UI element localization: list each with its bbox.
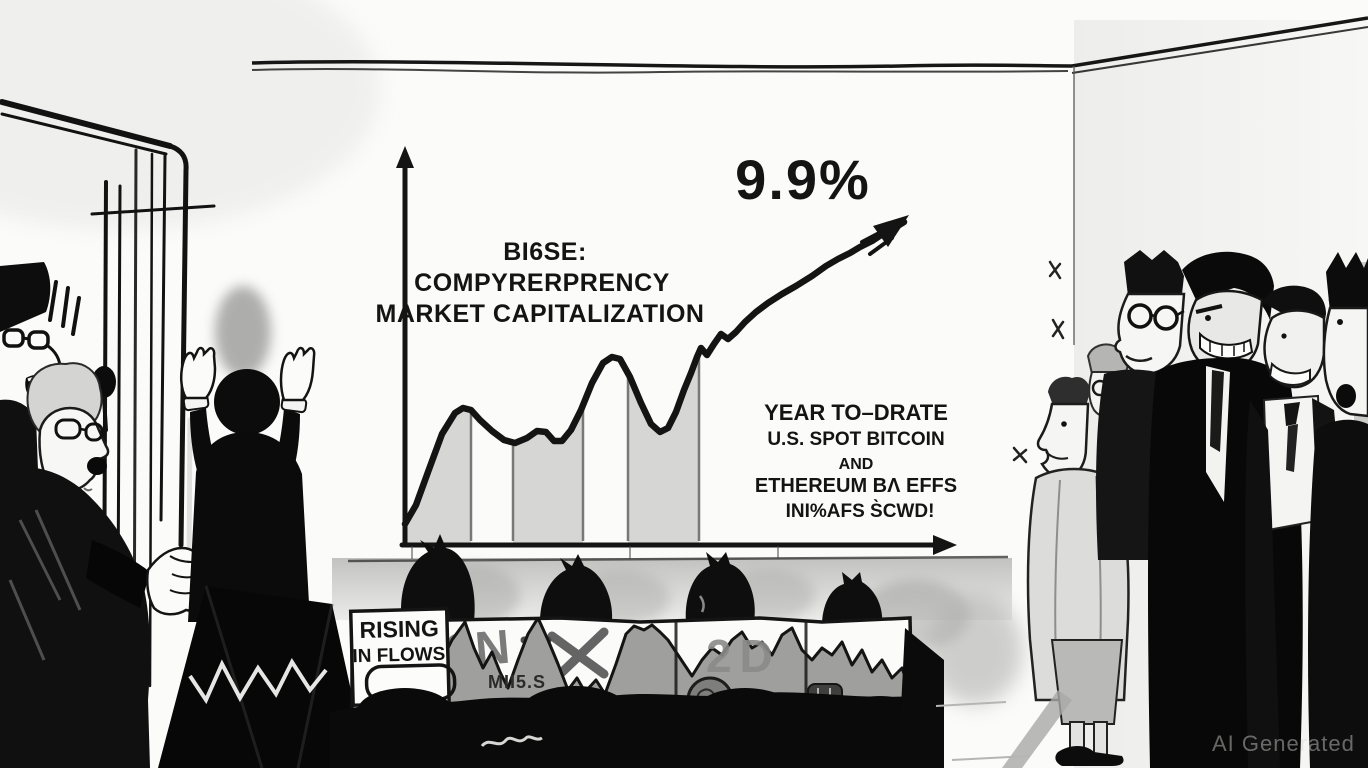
podium-zigzag-chart [188, 657, 328, 705]
wall-shading [0, 0, 380, 230]
ceiling-diagonal-2 [1071, 26, 1368, 74]
white-squiggle [480, 735, 543, 748]
hair [1124, 250, 1184, 296]
left-onlookers [0, 262, 206, 768]
chart-title-line-3: MARKET CAPITALIZATION [375, 300, 705, 328]
scribble-mils: MII5.S [488, 672, 546, 692]
note-line-3: AND [838, 456, 874, 473]
eye [1205, 315, 1211, 321]
shoe [1055, 746, 1124, 766]
face [1322, 306, 1368, 418]
audience-head-2 [540, 554, 613, 622]
open-mouth [87, 457, 107, 475]
hat [0, 262, 51, 332]
rightmost-man [1308, 252, 1368, 768]
growth-percent-label: 9.9% [735, 148, 871, 211]
scribble-x [547, 627, 609, 683]
trend-line [401, 218, 908, 528]
smile [1125, 354, 1153, 362]
tie [1210, 370, 1224, 452]
hair [1182, 251, 1274, 320]
face [1263, 309, 1326, 389]
audience-head-4 [822, 572, 883, 626]
right-hand [279, 346, 316, 402]
note-line-1: YEAR TO–DRATE [764, 400, 948, 425]
ceiling-line-2 [251, 67, 1069, 74]
hair [1048, 376, 1090, 408]
chair-side [898, 628, 944, 768]
wall-chart [396, 146, 957, 555]
open-mouth [1336, 384, 1356, 408]
floor-lines [935, 701, 1031, 761]
ear-line [698, 595, 705, 613]
scribble-2d: 2D [706, 630, 781, 682]
eye [1061, 421, 1067, 427]
body [0, 466, 150, 768]
chart-title-line-1: BI6SE: [503, 238, 587, 266]
left-hand [180, 346, 217, 400]
head-shadow-on-wall [215, 286, 271, 378]
grin [1268, 361, 1311, 386]
y-axis-arrowhead [396, 146, 414, 168]
tie [1286, 424, 1298, 472]
sparkle-marks [1012, 260, 1065, 464]
jacket-highlights [8, 509, 82, 661]
chart-area-fill-1 [407, 408, 471, 543]
suit-body [188, 432, 310, 622]
presenter [180, 286, 316, 622]
glasses-right [1153, 305, 1179, 331]
podium [158, 585, 368, 768]
brow [1328, 291, 1363, 305]
jacket-left [1245, 400, 1280, 768]
head [214, 369, 280, 435]
rising-sign: RISING IN FLOWS [348, 606, 457, 708]
chart-title-line-2: COMPYRERPRENCY [414, 269, 670, 297]
note-line-2: U.S. SPOT BITCOIN [767, 429, 945, 450]
ceiling-diagonal [1071, 16, 1368, 68]
note-line-4: ETHEREUM BΛ EFFS [754, 475, 958, 497]
tie-knot [1284, 402, 1300, 426]
sign-line-1: RISING [359, 615, 439, 643]
body [0, 399, 38, 478]
desk-panel: 8N MII5.S 2D RISING IN FLOWS [330, 606, 944, 768]
trend-arrow-swish [860, 221, 900, 256]
leg [1093, 721, 1108, 757]
audience-heads [401, 534, 883, 626]
note-line-5: INI%AFS S̀CWD! [785, 501, 935, 522]
teeth [1209, 340, 1245, 356]
brow [1195, 304, 1223, 314]
surprise-marks [48, 280, 81, 336]
chart-axes [399, 155, 947, 548]
chart-dividers [469, 354, 701, 541]
eye [1281, 333, 1287, 339]
eye [1337, 319, 1343, 325]
smile [1045, 451, 1069, 460]
x-axis-arrowhead [933, 535, 957, 555]
glasses-right [27, 330, 50, 350]
audience-head-1 [401, 534, 475, 622]
ai-generated-watermark: AI Generated [1212, 731, 1355, 756]
face [1114, 292, 1186, 376]
sleeve [86, 540, 150, 608]
grin [1199, 331, 1254, 360]
floor-shadow [1002, 690, 1072, 768]
body [1308, 419, 1368, 768]
ceiling-line [251, 60, 1073, 69]
sign-line-2: IN FLOWS [352, 644, 445, 667]
right-crowd [935, 250, 1368, 768]
glasses-right [84, 422, 104, 442]
